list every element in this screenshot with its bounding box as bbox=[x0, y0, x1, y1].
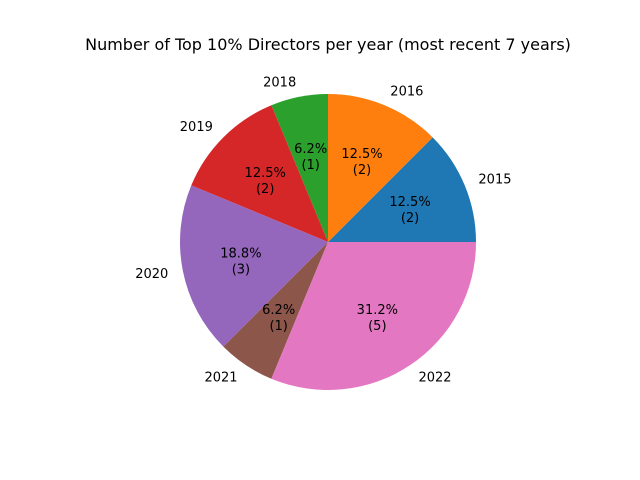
slice-count-2016: (2) bbox=[353, 163, 371, 178]
pie-slice-2016 bbox=[328, 94, 433, 242]
pie-labels: 201512.5%(2)201612.5%(2)20186.2%(1)20191… bbox=[135, 75, 511, 385]
pie-slice-2019 bbox=[191, 105, 328, 242]
slice-label-2021: 2021 bbox=[204, 370, 237, 385]
slice-count-2018: (1) bbox=[301, 158, 319, 173]
pie-slices bbox=[179, 94, 477, 390]
slice-count-2020: (3) bbox=[232, 262, 250, 277]
slice-label-2022: 2022 bbox=[418, 370, 451, 385]
slice-label-2015: 2015 bbox=[478, 173, 511, 188]
pie-slice-2021 bbox=[223, 242, 328, 379]
slice-count-2019: (2) bbox=[256, 182, 274, 197]
slice-percent-2018: 6.2% bbox=[294, 142, 327, 157]
pie-slice-2022 bbox=[271, 242, 477, 390]
slice-label-2019: 2019 bbox=[180, 120, 213, 135]
slice-percent-2019: 12.5% bbox=[245, 166, 286, 181]
slice-percent-2022: 31.2% bbox=[357, 303, 398, 318]
chart-title: Number of Top 10% Directors per year (mo… bbox=[85, 35, 571, 54]
slice-count-2021: (1) bbox=[269, 319, 287, 334]
slice-label-2016: 2016 bbox=[390, 85, 423, 100]
slice-percent-2015: 12.5% bbox=[389, 195, 430, 210]
slice-percent-2020: 18.8% bbox=[220, 246, 261, 261]
pie-slice-2018 bbox=[271, 94, 328, 242]
pie-slice-2015 bbox=[328, 137, 476, 242]
pie-slice-2020 bbox=[179, 185, 328, 347]
slice-label-2020: 2020 bbox=[135, 267, 168, 282]
slice-percent-2021: 6.2% bbox=[262, 303, 295, 318]
slice-count-2022: (5) bbox=[368, 319, 386, 334]
slice-count-2015: (2) bbox=[401, 211, 419, 226]
slice-percent-2016: 12.5% bbox=[341, 147, 382, 162]
slice-label-2018: 2018 bbox=[263, 75, 296, 90]
